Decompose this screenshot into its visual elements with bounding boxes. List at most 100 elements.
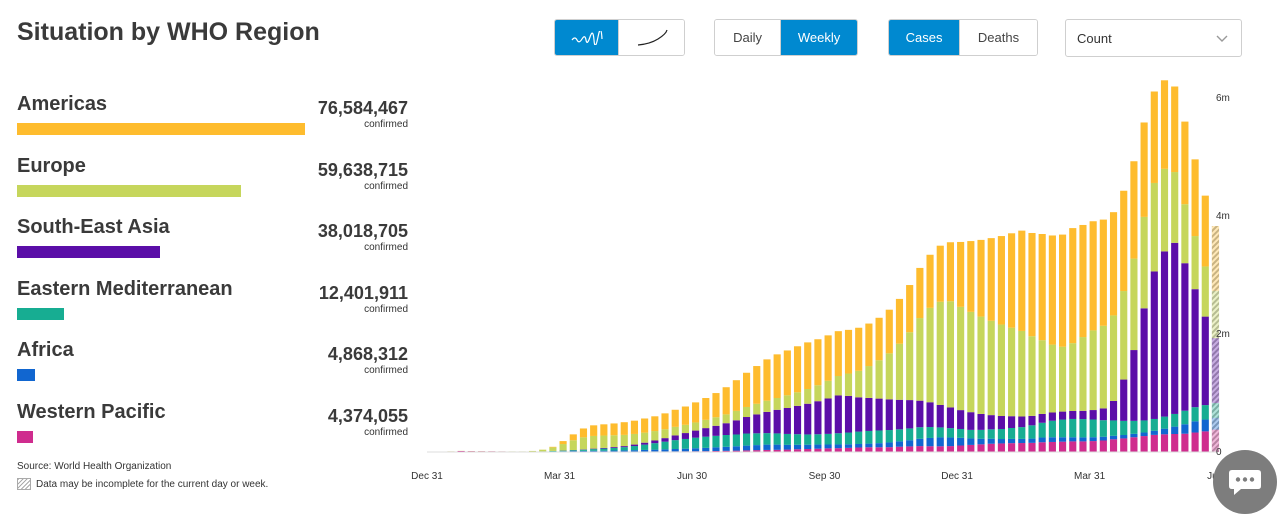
bar-segment[interactable] [763, 359, 770, 400]
bar-segment[interactable] [1161, 429, 1168, 435]
bar-segment[interactable] [865, 447, 872, 452]
bar-segment[interactable] [947, 301, 954, 407]
bar-segment[interactable] [621, 450, 628, 451]
bar-segment[interactable] [549, 447, 556, 448]
bar-segment[interactable] [1069, 437, 1076, 441]
bar-segment[interactable] [967, 312, 974, 412]
bar-segment[interactable] [774, 410, 781, 434]
bar-segment[interactable] [1192, 159, 1199, 236]
bar-segment[interactable] [753, 404, 760, 415]
bar-segment[interactable] [794, 406, 801, 434]
bar-segment[interactable] [1028, 443, 1035, 452]
bar-segment[interactable] [988, 415, 995, 429]
bar-segment[interactable] [712, 426, 719, 436]
bar-segment[interactable] [763, 412, 770, 433]
bar-segment[interactable] [1130, 259, 1137, 350]
bar-segment[interactable] [804, 389, 811, 404]
bar-segment[interactable] [1130, 421, 1137, 434]
bar-segment[interactable] [1141, 217, 1148, 308]
bar-segment[interactable] [672, 435, 679, 440]
bar-segment[interactable] [1171, 243, 1178, 414]
bar-segment[interactable] [1161, 169, 1168, 252]
bar-segment[interactable] [967, 438, 974, 444]
bar-segment[interactable] [1161, 80, 1168, 169]
bar-segment[interactable] [1059, 347, 1066, 412]
bar-segment[interactable] [1018, 231, 1025, 331]
bar-segment[interactable] [1192, 421, 1199, 432]
bar-segment[interactable] [835, 448, 842, 452]
bar-segment[interactable] [631, 445, 638, 446]
bar-segment[interactable] [1141, 436, 1148, 452]
bar-segment[interactable] [1079, 337, 1086, 411]
bar-segment[interactable] [1100, 326, 1107, 409]
bar-segment[interactable] [937, 246, 944, 302]
bar-segment[interactable] [1151, 183, 1158, 272]
bar-segment[interactable] [672, 440, 679, 449]
bar-segment[interactable] [1141, 308, 1148, 420]
bar-segment[interactable] [610, 435, 617, 447]
bar-segment[interactable] [865, 431, 872, 444]
bar-segment[interactable] [702, 448, 709, 451]
bar-segment[interactable] [957, 429, 964, 438]
bar-segment[interactable] [1171, 414, 1178, 427]
bar-segment[interactable] [723, 414, 730, 423]
bar-segment[interactable] [926, 427, 933, 438]
bar-segment[interactable] [1110, 436, 1117, 440]
bar-segment[interactable] [926, 308, 933, 402]
bar-segment[interactable] [835, 331, 842, 376]
bar-segment[interactable] [1171, 434, 1178, 452]
bar-segment[interactable] [1171, 172, 1178, 243]
bar-segment[interactable] [1130, 350, 1137, 421]
bar-segment[interactable] [621, 446, 628, 447]
bar-segment[interactable] [896, 441, 903, 446]
bar-segment[interactable] [876, 430, 883, 443]
bar-segment[interactable] [1120, 380, 1127, 421]
bar-segment[interactable] [1141, 122, 1148, 216]
bar-segment[interactable] [600, 449, 607, 451]
bar-segment[interactable] [794, 434, 801, 445]
bar-segment[interactable] [570, 450, 577, 451]
bar-segment[interactable] [774, 445, 781, 450]
bar-segment[interactable] [1090, 330, 1097, 410]
bar-segment[interactable] [855, 397, 862, 431]
bar-segment[interactable] [896, 429, 903, 441]
bar-segment[interactable] [702, 428, 709, 437]
bar-segment[interactable] [1008, 439, 1015, 443]
bar-segment[interactable] [1090, 437, 1097, 441]
bar-segment[interactable] [733, 411, 740, 420]
bar-segment[interactable] [651, 431, 658, 440]
bar-segment[interactable] [998, 236, 1005, 325]
bar-segment[interactable] [906, 285, 913, 332]
bar-segment[interactable] [977, 414, 984, 430]
bar-segment[interactable] [947, 446, 954, 452]
bar-segment[interactable] [1202, 317, 1209, 406]
bar-segment[interactable] [1059, 420, 1066, 438]
bar-segment[interactable] [610, 423, 617, 435]
bar-segment[interactable] [621, 422, 628, 435]
bar-segment[interactable] [886, 310, 893, 354]
bar-segment[interactable] [743, 407, 750, 417]
bar-segment[interactable] [906, 332, 913, 400]
bar-segment[interactable] [1039, 438, 1046, 443]
bar-segment[interactable] [1018, 443, 1025, 452]
bar-segment[interactable] [784, 408, 791, 434]
bar-segment[interactable] [804, 445, 811, 449]
bar-segment[interactable] [876, 399, 883, 431]
bar-segment[interactable] [1100, 441, 1107, 453]
bar-segment[interactable] [937, 437, 944, 446]
bar-segment[interactable] [1059, 235, 1066, 347]
bar-segment[interactable] [1181, 424, 1188, 433]
bar-segment[interactable] [1049, 421, 1056, 438]
bar-segment[interactable] [580, 450, 587, 451]
bar-segment[interactable] [1069, 419, 1076, 437]
bar-segment[interactable] [651, 441, 658, 444]
bar-segment[interactable] [988, 238, 995, 321]
bar-segment[interactable] [661, 413, 668, 429]
bar-segment[interactable] [906, 400, 913, 428]
bar-segment[interactable] [661, 429, 668, 438]
bar-segment[interactable] [957, 446, 964, 452]
bar-segment[interactable] [1100, 220, 1107, 326]
bar-segment[interactable] [692, 402, 699, 422]
